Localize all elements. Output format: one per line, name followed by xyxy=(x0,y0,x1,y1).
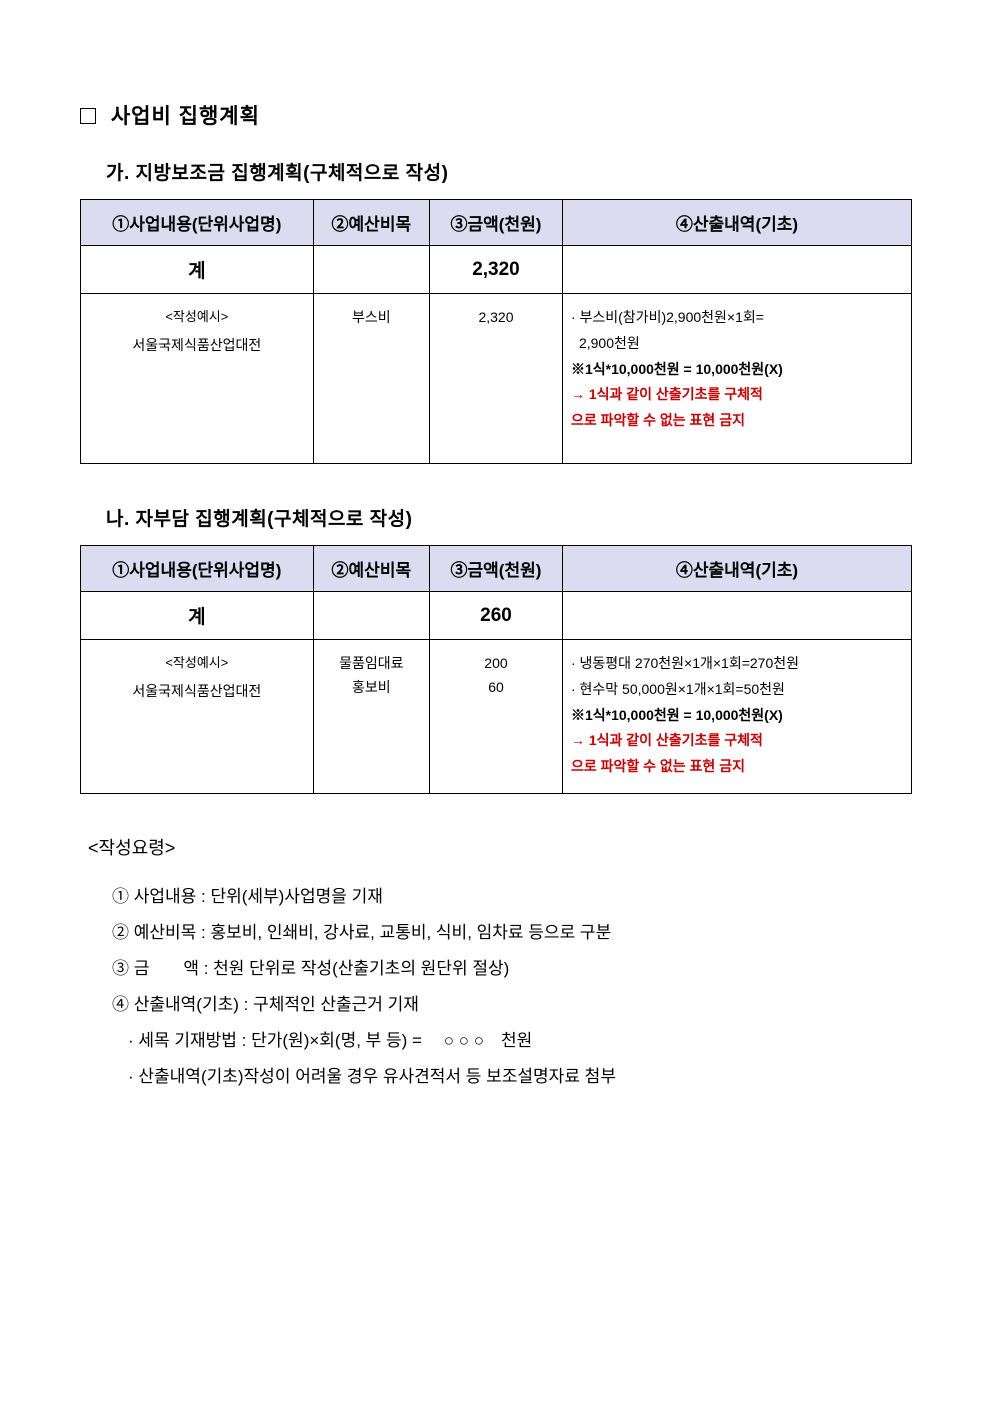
sum-a-amount: 2,320 xyxy=(430,246,563,294)
a1-category: 부스비 xyxy=(313,294,429,464)
b1-d2: · 현수막 50,000원×1개×1회=50천원 xyxy=(571,678,903,702)
subheading-a: 가. 지방보조금 집행계획(구체적으로 작성) xyxy=(106,158,912,185)
b1-d1: · 냉동평대 270천원×1개×1회=270천원 xyxy=(571,652,903,676)
guide-4: ④ 산출내역(기초) : 구체적인 산출근거 기재 xyxy=(112,988,912,1022)
a1-name-cell: <작성예시> 서울국제식품산업대전 xyxy=(81,294,314,464)
th-b-1: ①사업내용(단위사업명) xyxy=(81,546,314,592)
sum-a-label: 계 xyxy=(81,246,314,294)
sum-a-detail xyxy=(562,246,911,294)
table-a-row-1: <작성예시> 서울국제식품산업대전 부스비 2,320 · 부스비(참가비)2,… xyxy=(81,294,912,464)
guide-2: ② 예산비목 : 홍보비, 인쇄비, 강사료, 교통비, 식비, 임차료 등으로… xyxy=(112,916,912,950)
a1-d3: ※1식*10,000천원 = 10,000천원(X) xyxy=(571,358,903,382)
sum-b-amount: 260 xyxy=(430,592,563,640)
b1-amt1: 200 xyxy=(438,652,554,676)
guide-s1: · 세목 기재방법 : 단가(원)×회(명, 부 등) = ○ ○ ○ 천원 xyxy=(128,1024,912,1058)
a1-d1: · 부스비(참가비)2,900천원×1회= xyxy=(571,306,903,330)
sum-b-detail xyxy=(562,592,911,640)
section-title: 사업비 집행계획 xyxy=(80,100,912,130)
th-b-4: ④산출내역(기초) xyxy=(562,546,911,592)
guide-title: <작성요령> xyxy=(88,834,912,860)
b1-amount-cell: 200 60 xyxy=(430,640,563,794)
sum-b-cat xyxy=(313,592,429,640)
b1-d4: → 1식과 같이 산출기초를 구체적 xyxy=(571,729,903,753)
a1-d2: 2,900천원 xyxy=(579,332,903,356)
b1-details: · 냉동평대 270천원×1개×1회=270천원 · 현수막 50,000원×1… xyxy=(562,640,911,794)
guide-list: ① 사업내용 : 단위(세부)사업명을 기재 ② 예산비목 : 홍보비, 인쇄비… xyxy=(112,880,912,1094)
a1-details: · 부스비(참가비)2,900천원×1회= 2,900천원 ※1식*10,000… xyxy=(562,294,911,464)
guide-s2: · 산출내역(기초)작성이 어려울 경우 유사견적서 등 보조설명자료 첨부 xyxy=(128,1060,912,1094)
a1-d5: 으로 파악할 수 없는 표현 금지 xyxy=(571,409,903,433)
a1-name: 서울국제식품산업대전 xyxy=(89,334,305,358)
th-b-2: ②예산비목 xyxy=(313,546,429,592)
a1-example-label: <작성예시> xyxy=(89,306,305,328)
b1-cat2: 홍보비 xyxy=(322,676,421,700)
table-b-sum-row: 계 260 xyxy=(81,592,912,640)
th-a-1: ①사업내용(단위사업명) xyxy=(81,200,314,246)
th-b-3: ③금액(천원) xyxy=(430,546,563,592)
a1-amount: 2,320 xyxy=(430,294,563,464)
table-a-sum-row: 계 2,320 xyxy=(81,246,912,294)
th-a-3: ③금액(천원) xyxy=(430,200,563,246)
b1-amt2: 60 xyxy=(438,676,554,700)
a1-d4: → 1식과 같이 산출기초를 구체적 xyxy=(571,383,903,407)
sum-b-label: 계 xyxy=(81,592,314,640)
guide-1: ① 사업내용 : 단위(세부)사업명을 기재 xyxy=(112,880,912,914)
section-title-text: 사업비 집행계획 xyxy=(111,105,260,128)
guide-3: ③ 금 액 : 천원 단위로 작성(산출기초의 원단위 절상) xyxy=(112,952,912,986)
table-b: ①사업내용(단위사업명) ②예산비목 ③금액(천원) ④산출내역(기초) 계 2… xyxy=(80,545,912,794)
sum-a-cat xyxy=(313,246,429,294)
table-b-row-1: <작성예시> 서울국제식품산업대전 물품임대료 홍보비 200 60 · 냉동평… xyxy=(81,640,912,794)
table-a: ①사업내용(단위사업명) ②예산비목 ③금액(천원) ④산출내역(기초) 계 2… xyxy=(80,199,912,464)
th-a-4: ④산출내역(기초) xyxy=(562,200,911,246)
b1-name: 서울국제식품산업대전 xyxy=(89,680,305,704)
subheading-b: 나. 자부담 집행계획(구체적으로 작성) xyxy=(106,504,912,531)
b1-name-cell: <작성예시> 서울국제식품산업대전 xyxy=(81,640,314,794)
b1-d5: 으로 파악할 수 없는 표현 금지 xyxy=(571,755,903,779)
checkbox-icon xyxy=(80,108,96,124)
table-a-header-row: ①사업내용(단위사업명) ②예산비목 ③금액(천원) ④산출내역(기초) xyxy=(81,200,912,246)
b1-d3: ※1식*10,000천원 = 10,000천원(X) xyxy=(571,704,903,728)
th-a-2: ②예산비목 xyxy=(313,200,429,246)
table-b-header-row: ①사업내용(단위사업명) ②예산비목 ③금액(천원) ④산출내역(기초) xyxy=(81,546,912,592)
b1-example-label: <작성예시> xyxy=(89,652,305,674)
b1-cat1: 물품임대료 xyxy=(322,652,421,676)
b1-category-cell: 물품임대료 홍보비 xyxy=(313,640,429,794)
